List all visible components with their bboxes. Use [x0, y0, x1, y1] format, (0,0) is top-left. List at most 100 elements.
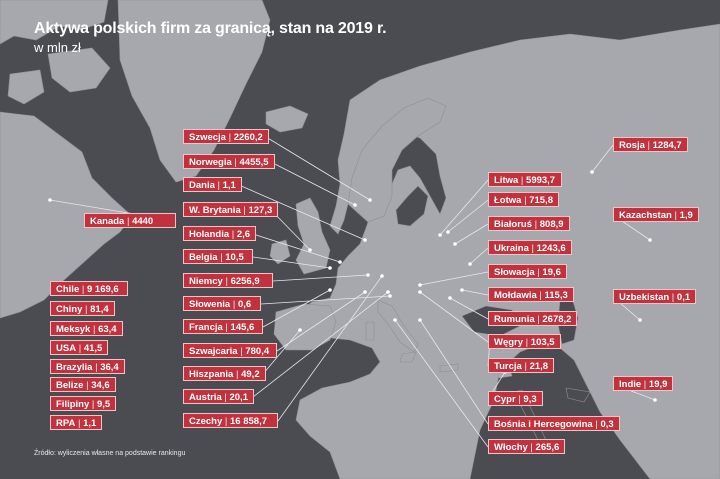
leader-line-ukraina [469, 247, 489, 265]
country-name: Cypr [494, 394, 516, 405]
separator: | [222, 276, 231, 287]
country-label-rosja: Rosja | 1284,7 [613, 137, 688, 152]
leader-line-francja [262, 289, 331, 328]
asset-value: 9,3 [523, 394, 537, 405]
asset-value: 715,8 [529, 195, 553, 206]
separator: | [671, 210, 680, 221]
separator: | [592, 419, 601, 430]
country-label-moldawia: Mołdawia | 115,3 [488, 287, 574, 302]
location-dot-dania [363, 238, 367, 242]
separator: | [523, 337, 531, 348]
separator: | [240, 205, 249, 216]
asset-value: 2260,2 [233, 132, 263, 143]
persian-gulf-shape [565, 387, 591, 403]
country-name: W. Brytania [189, 205, 241, 216]
country-name: Brazylia [56, 362, 93, 373]
location-dot-ukraina [468, 262, 472, 266]
country-label-austria: Austria | 20,1 [183, 389, 254, 404]
country-name: Chile [56, 284, 80, 295]
separator: | [521, 195, 530, 206]
asset-value: 4455,5 [239, 157, 269, 168]
location-dot-rumunia [448, 296, 452, 300]
leader-line-dania [238, 184, 366, 241]
separator: | [532, 219, 540, 230]
country-label-hiszpania: Hiszpania | 49,2 [183, 366, 266, 381]
asset-value: 63,4 [98, 324, 117, 335]
arctic-island-shape [47, 47, 111, 93]
country-label-meksyk: Meksyk | 63,4 [50, 321, 123, 336]
country-label-slowacja: Słowacja | 19,6 [488, 264, 567, 279]
iceland-shape [265, 105, 309, 133]
location-dot-szwajcaria [363, 290, 367, 294]
separator: | [222, 322, 231, 333]
leader-lines [48, 136, 657, 448]
asset-value: 20,1 [229, 392, 248, 403]
separator: | [528, 243, 537, 254]
country-name: Dania [189, 180, 215, 191]
scandinavia-shape [347, 97, 447, 223]
leader-line-szwecja [265, 136, 371, 201]
asset-value: 1284,7 [652, 140, 682, 151]
location-dot-bialorus [453, 242, 457, 246]
country-name: Słowacja [494, 267, 535, 278]
country-label-slowenia: Słowenia | 0,6 [183, 296, 261, 311]
location-dot-niemcy [366, 273, 370, 277]
separator: | [82, 304, 91, 315]
asset-value: 34,6 [91, 380, 110, 391]
country-name: Kazachstan [619, 210, 672, 221]
country-name: Belize [56, 380, 84, 391]
country-label-rumunia: Rumunia | 2678,2 [488, 311, 578, 326]
separator: | [90, 324, 99, 335]
country-label-bosnia: Bośnia i Hercegowina | 0,3 [488, 416, 620, 431]
asset-value: 19,6 [542, 267, 561, 278]
country-name: Mołdawia [494, 290, 537, 301]
country-label-holandia: Holandia | 2,6 [183, 226, 257, 241]
country-label-kazachstan: Kazachstan | 1,9 [613, 207, 699, 222]
separator: | [536, 290, 545, 301]
asset-value: 265,6 [535, 442, 560, 453]
asset-value: 103,5 [530, 337, 555, 348]
separator: | [89, 399, 97, 410]
country-label-turcja: Turcja | 21,8 [488, 358, 555, 373]
separator: | [641, 379, 649, 390]
asset-value: 5993,7 [526, 175, 556, 186]
country-name: Rumunia [494, 314, 535, 325]
location-dot-szwecja [368, 198, 372, 202]
separator: | [83, 380, 92, 391]
separator: | [214, 180, 223, 191]
location-dot-bosnia [418, 318, 422, 322]
country-label-niemcy: Niemcy | 6256,9 [183, 273, 273, 288]
map-subtitle: w mln zł [34, 40, 81, 55]
location-dot-austria [386, 290, 390, 294]
country-label-francja: Francja | 145,6 [183, 319, 263, 334]
asset-value: 16 858,7 [230, 416, 267, 427]
leader-line-norwegia [270, 161, 356, 206]
country-name: Uzbekistan [619, 292, 670, 303]
leader-line-belgia [252, 256, 331, 269]
country-label-chiny: Chiny | 81,4 [50, 301, 115, 316]
separator: | [222, 416, 231, 427]
asset-value: 49,2 [241, 369, 260, 380]
location-dot-belgia [328, 266, 332, 270]
asset-value: 0,3 [600, 419, 614, 430]
country-name: Kanada [90, 216, 125, 227]
asset-value: 1,1 [83, 418, 97, 429]
country-label-brazylia: Brazylia | 36,4 [50, 359, 125, 374]
country-label-ukraina: Ukraina | 1243,6 [488, 240, 572, 255]
country-name: Ukraina [494, 243, 529, 254]
leader-line-wlochy [394, 319, 489, 448]
country-name: Austria [189, 392, 222, 403]
location-dot-wlochy [393, 318, 397, 322]
separator: | [229, 229, 237, 240]
country-name: Belgia [189, 252, 218, 263]
asset-value: 0,1 [676, 292, 691, 303]
asset-value: 36,4 [100, 362, 119, 373]
country-name: USA [56, 343, 77, 354]
location-dot-slowenia [388, 294, 392, 298]
country-label-wegry: Węgry | 103,5 [488, 334, 561, 349]
separator: | [230, 299, 238, 310]
leader-line-czechy [277, 275, 383, 422]
leader-line-bialorus [454, 223, 489, 245]
country-label-indie: Indie | 19,9 [613, 376, 674, 391]
country-name: Łotwa [494, 195, 522, 206]
